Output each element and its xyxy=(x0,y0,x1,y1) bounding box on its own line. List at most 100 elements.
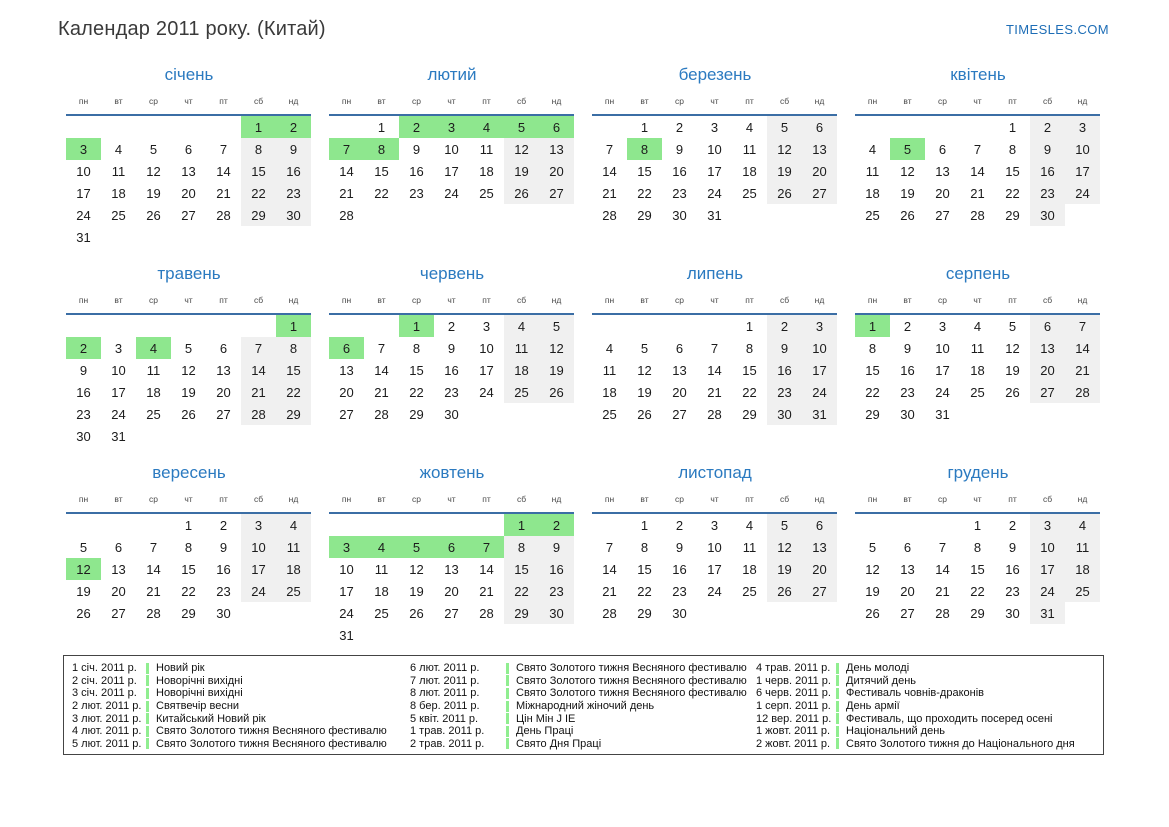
day-cell: 26 xyxy=(900,207,915,223)
day-cell: 22 xyxy=(970,583,985,599)
day-cell: 31 xyxy=(935,406,950,422)
weekday-label: нд xyxy=(276,92,311,116)
weekday-label: пт xyxy=(469,291,504,315)
day-cell: 6 xyxy=(938,141,947,157)
brand-link[interactable]: TIMESLES.COM xyxy=(1005,22,1109,37)
holiday-date: 6 черв. 2011 р. xyxy=(756,687,831,700)
day-cell: 19 xyxy=(76,583,91,599)
holiday-date: 8 бер. 2011 р. xyxy=(410,700,480,713)
holiday-entry: 5 лют. 2011 р. Свято Золотого тижня Весня… xyxy=(72,738,410,751)
day-cell xyxy=(592,624,627,646)
day-cell: 14 xyxy=(602,561,617,577)
day-cell: 7 xyxy=(469,536,504,558)
month-title: травень xyxy=(157,264,221,283)
month-title: липень xyxy=(686,264,744,283)
day-cell: 11 xyxy=(1065,536,1100,558)
day-cell: 4 xyxy=(605,340,614,356)
day-cell xyxy=(469,624,504,646)
month-title: листопад xyxy=(678,463,752,482)
day-cell: 30 xyxy=(1030,204,1065,226)
day-cell xyxy=(1065,403,1100,425)
month-title: жовтень xyxy=(419,463,485,482)
day-cell xyxy=(662,314,697,337)
day-cell xyxy=(1065,425,1100,447)
day-cell: 2 xyxy=(767,314,802,337)
day-cell: 20 xyxy=(444,583,459,599)
day-cell xyxy=(592,226,627,248)
day-cell: 17 xyxy=(339,583,354,599)
day-cell: 25 xyxy=(374,605,389,621)
day-cell: 12 xyxy=(409,561,424,577)
day-cell: 1 xyxy=(276,314,311,337)
weekday-label: сб xyxy=(1030,92,1065,116)
day-cell xyxy=(925,115,960,138)
day-cell: 13 xyxy=(900,561,915,577)
weekday-label: сб xyxy=(767,291,802,315)
day-cell xyxy=(995,624,1030,646)
month-9: вересень пн вт ср чт пт сб нд 1 2 3 4 5 6 7 8 9 10 11 12 13 1… xyxy=(66,463,312,646)
day-cell: 20 xyxy=(339,384,354,400)
day-cell: 9 xyxy=(1008,539,1017,555)
day-cell: 16 xyxy=(672,163,687,179)
day-cell: 29 xyxy=(241,204,276,226)
day-cell: 11 xyxy=(374,561,389,577)
month-title: грудень xyxy=(947,463,1009,482)
holiday-name: Дитячий день xyxy=(846,674,917,687)
day-cell: 13 xyxy=(444,561,459,577)
day-cell: 20 xyxy=(216,384,231,400)
day-cell: 27 xyxy=(539,182,574,204)
day-cell: 2 xyxy=(675,119,684,135)
day-cell: 13 xyxy=(339,362,354,378)
weekday-label: вт xyxy=(101,92,136,116)
day-cell: 24 xyxy=(1065,182,1100,204)
weekday-label: чт xyxy=(960,92,995,116)
weekday-label: нд xyxy=(802,291,837,315)
day-cell: 3 xyxy=(710,119,719,135)
day-cell xyxy=(171,314,206,337)
day-cell: 14 xyxy=(374,362,389,378)
day-cell: 1 xyxy=(855,314,890,337)
holiday-date: 1 черв. 2011 р. xyxy=(756,674,831,687)
day-cell: 30 xyxy=(216,605,231,621)
day-cell xyxy=(171,226,206,248)
weekday-label: вт xyxy=(627,291,662,315)
day-cell xyxy=(171,425,206,447)
day-cell: 15 xyxy=(276,359,311,381)
day-cell xyxy=(855,226,890,248)
day-cell: 8 xyxy=(640,539,649,555)
day-cell: 19 xyxy=(181,384,196,400)
weekday-label: пн xyxy=(66,291,101,315)
day-cell: 23 xyxy=(444,384,459,400)
day-cell: 21 xyxy=(339,185,354,201)
holiday-marker-icon xyxy=(836,700,839,712)
day-cell: 9 xyxy=(447,340,456,356)
day-cell: 25 xyxy=(602,406,617,422)
month-7: липень пн вт ср чт пт сб нд 1 2 3 4 5 6 7 8 9 10 11 12 13 14 1… xyxy=(592,264,838,447)
day-cell xyxy=(802,624,837,646)
day-cell: 7 xyxy=(605,141,614,157)
day-cell: 5 xyxy=(539,314,574,337)
day-cell: 14 xyxy=(216,163,231,179)
day-cell: 29 xyxy=(409,406,424,422)
day-cell: 24 xyxy=(802,381,837,403)
day-cell: 31 xyxy=(707,207,722,223)
day-cell xyxy=(960,624,995,646)
day-cell: 4 xyxy=(276,513,311,536)
day-cell xyxy=(925,513,960,536)
day-cell: 31 xyxy=(76,229,91,245)
day-cell: 30 xyxy=(767,403,802,425)
day-cell: 27 xyxy=(339,406,354,422)
holiday-entry: 12 вер. 2011 р. Фестиваль, що проходить п… xyxy=(756,712,1095,725)
holiday-date: 8 лют. 2011 р. xyxy=(410,687,480,700)
day-cell: 12 xyxy=(1005,340,1020,356)
day-cell: 1 xyxy=(504,513,539,536)
day-cell xyxy=(241,226,276,248)
day-cell: 15 xyxy=(865,362,880,378)
day-cell: 10 xyxy=(444,141,459,157)
day-cell: 16 xyxy=(767,359,802,381)
day-cell: 7 xyxy=(605,539,614,555)
day-cell xyxy=(890,624,925,646)
day-cell: 1 xyxy=(640,119,649,135)
day-cell: 21 xyxy=(602,583,617,599)
day-cell: 17 xyxy=(479,362,494,378)
